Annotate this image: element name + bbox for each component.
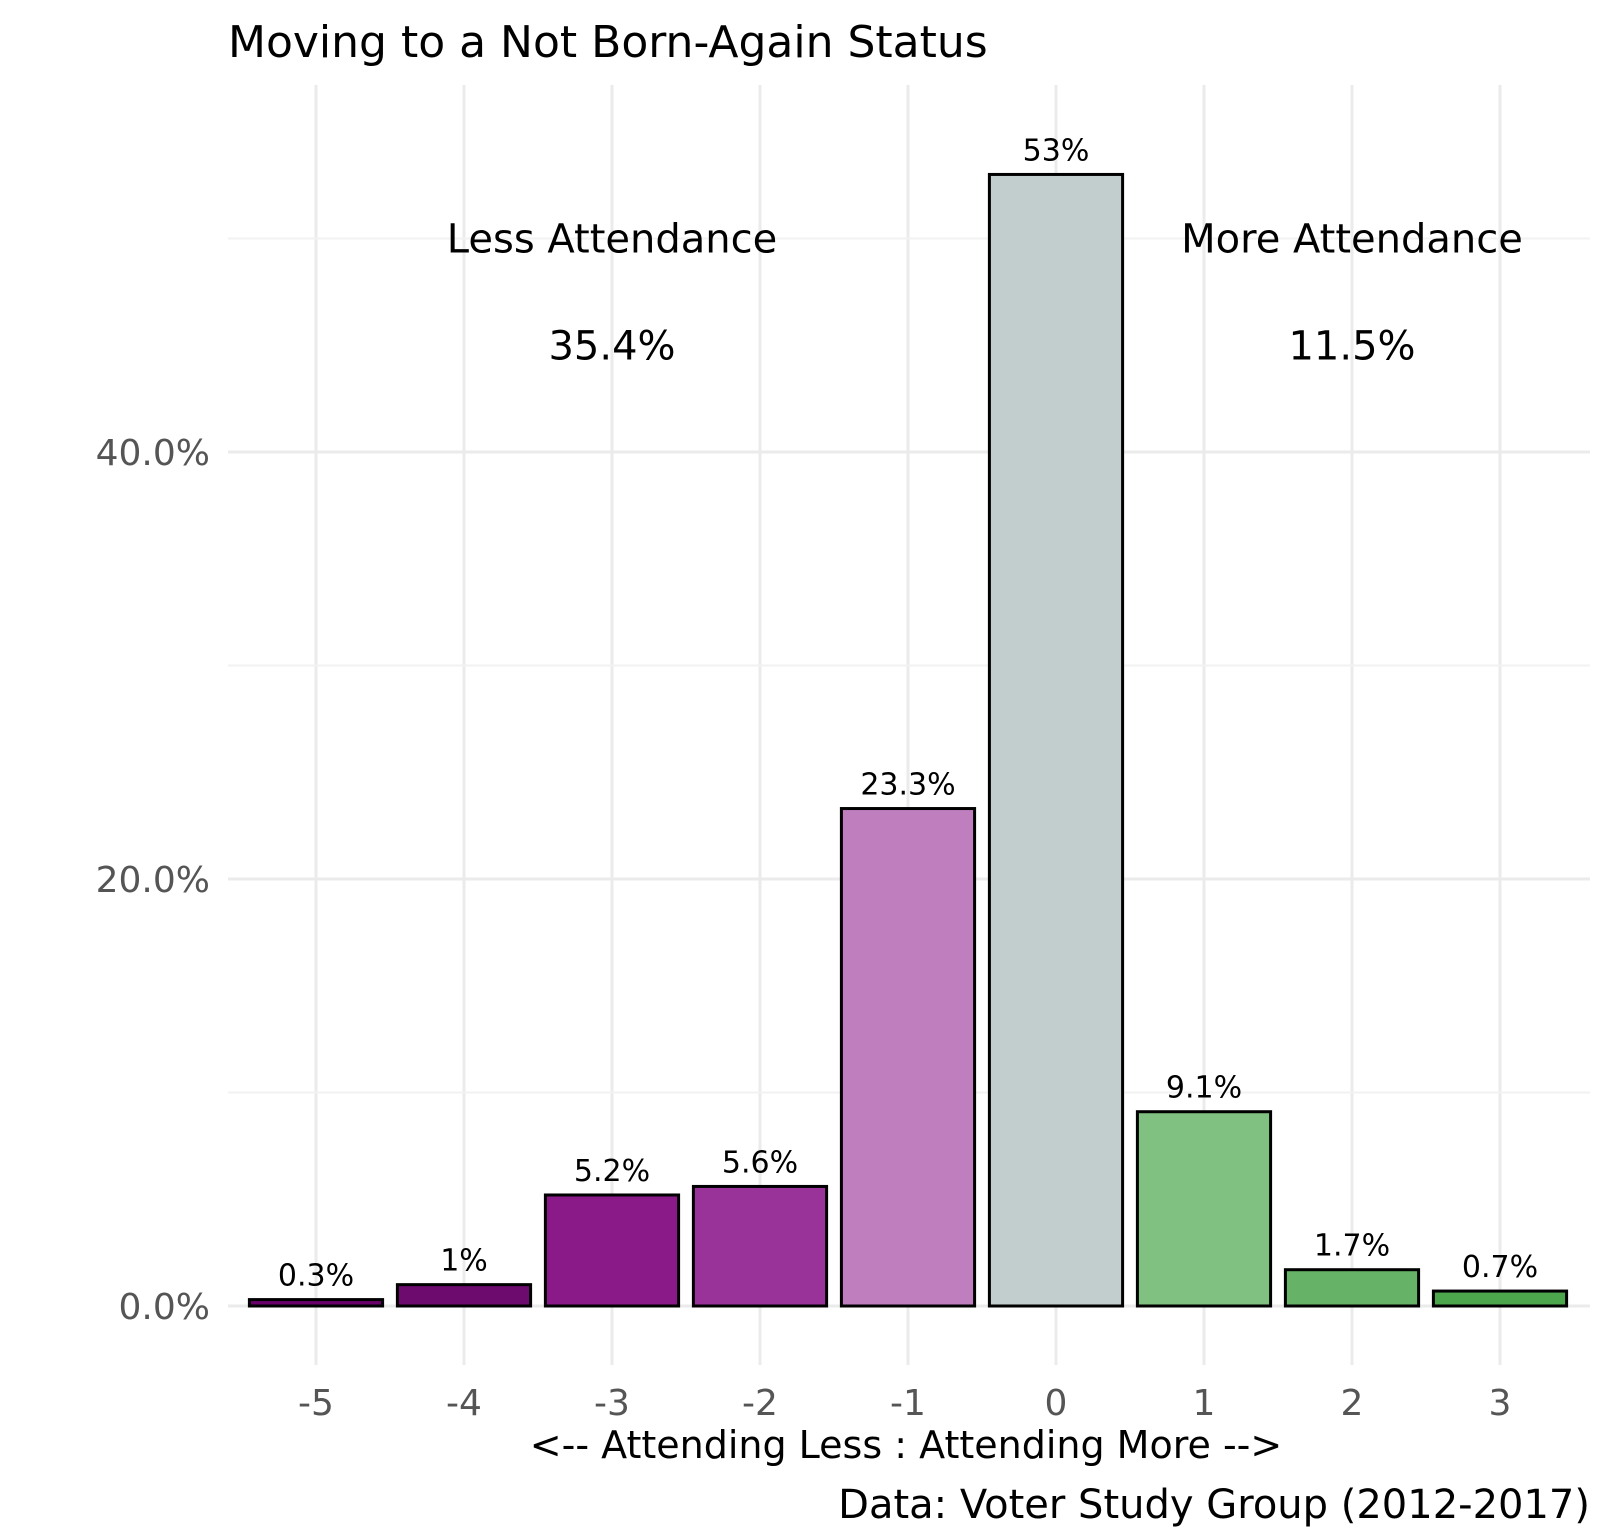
x-tick-label: -3	[594, 1383, 630, 1424]
bar-value-label: 9.1%	[1166, 1071, 1242, 1106]
x-tick-label: 1	[1193, 1383, 1216, 1424]
bar-value-label: 5.6%	[722, 1145, 798, 1180]
bar-value-label: 5.2%	[574, 1154, 650, 1189]
x-tick-label: -2	[742, 1383, 778, 1424]
bar-value-label: 23.3%	[860, 768, 955, 803]
bar-value-labels: 0.3% 1% 5.2% 5.6% 23.3% 53% 9.1% 1.7% 0.7%	[278, 133, 1538, 1293]
bar--2	[691, 1184, 829, 1308]
annotations: Less Attendance 35.4% More Attendance 11.5%	[447, 217, 1523, 370]
bar-value-label: 53%	[1023, 133, 1090, 168]
bar-0	[987, 172, 1125, 1308]
x-tick-label: -1	[890, 1383, 926, 1424]
annotation-text: 11.5%	[1288, 323, 1415, 369]
chart-title: Moving to a Not Born-Again Status	[228, 17, 988, 68]
bar-value-label: 1.7%	[1314, 1229, 1390, 1264]
y-tick-label: 20.0%	[96, 860, 210, 901]
y-axis-ticks: 0.0% 20.0% 40.0%	[96, 433, 210, 1328]
x-tick-label: 2	[1341, 1383, 1364, 1424]
y-tick-label: 40.0%	[96, 433, 210, 474]
bar-value-label: 0.7%	[1462, 1250, 1538, 1285]
annotation-text: More Attendance	[1181, 217, 1523, 263]
bars	[247, 172, 1569, 1308]
annotation-text: 35.4%	[548, 323, 675, 369]
bar--1	[839, 807, 977, 1308]
bar-1	[1135, 1110, 1273, 1308]
bar-2	[1283, 1268, 1421, 1308]
x-tick-label: -4	[446, 1383, 482, 1424]
x-axis-label: <-- Attending Less : Attending More -->	[530, 1423, 1282, 1467]
x-tick-label: 0	[1045, 1383, 1068, 1424]
x-tick-label: -5	[298, 1383, 334, 1424]
annotation-text: Less Attendance	[447, 217, 777, 263]
bar-value-label: 0.3%	[278, 1259, 354, 1294]
bar--5	[247, 1298, 385, 1308]
bar-value-label: 1%	[440, 1244, 488, 1279]
x-axis-ticks: -5 -4 -3 -2 -1 0 1 2 3	[298, 1383, 1511, 1424]
bar--3	[543, 1193, 681, 1308]
bar-3	[1431, 1289, 1569, 1308]
x-tick-label: 3	[1489, 1383, 1512, 1424]
y-tick-label: 0.0%	[119, 1287, 210, 1328]
bar--4	[395, 1283, 533, 1308]
chart-caption: Data: Voter Study Group (2012-2017)	[838, 1482, 1590, 1528]
